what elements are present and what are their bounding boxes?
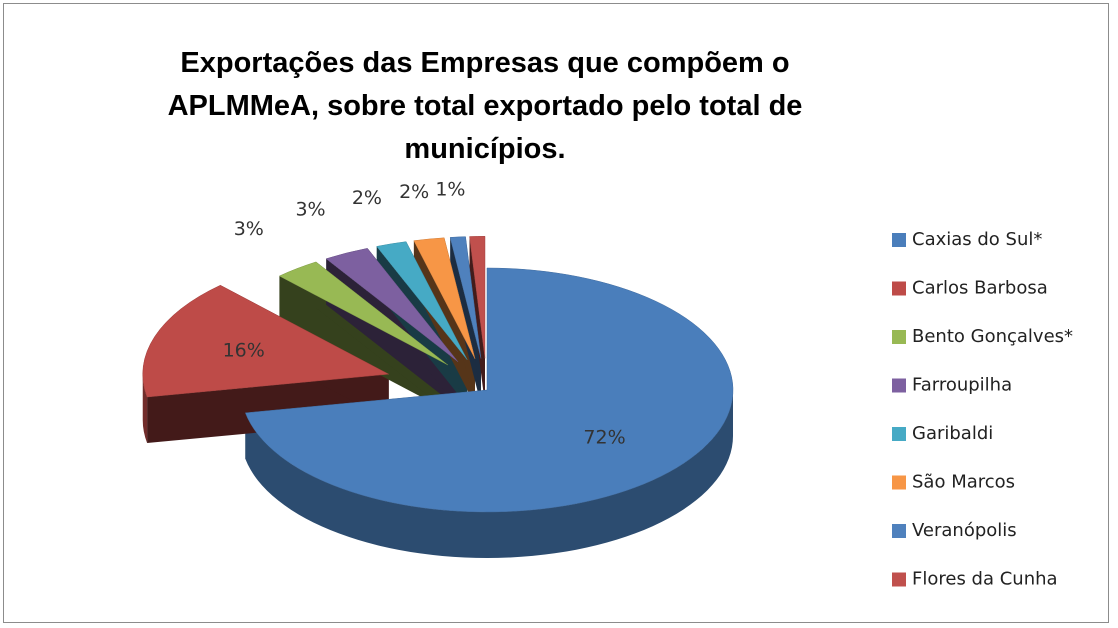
- legend-label: Garibaldi: [912, 423, 993, 444]
- slice: [376, 241, 468, 360]
- legend-label: Farroupilha: [912, 375, 1012, 396]
- slice: [142, 284, 390, 398]
- legend-swatch: [892, 427, 906, 441]
- slice-side: [469, 236, 485, 405]
- slice: [325, 248, 459, 362]
- slice: [278, 261, 448, 366]
- legend-label: São Marcos: [912, 472, 1015, 493]
- data-label: 3%: [234, 218, 264, 240]
- data-label: 2%: [352, 187, 382, 209]
- legend-swatch: [892, 330, 906, 344]
- legend-swatch: [892, 281, 906, 296]
- legend-swatch: [892, 233, 906, 247]
- data-label: 72%: [583, 427, 625, 449]
- data-label: 2%: [399, 181, 429, 203]
- legend-swatch: [892, 378, 906, 393]
- slice-wall: [142, 374, 148, 444]
- legend-label: Veranópolis: [912, 520, 1017, 541]
- legend-swatch: [892, 572, 906, 587]
- pie-tops: [142, 236, 734, 513]
- slice: [449, 236, 482, 359]
- legend: Caxias do Sul* Carlos Barbosa Bento Gonçal…: [892, 229, 1073, 590]
- slice: [245, 267, 734, 513]
- chart-title: Exportações das Empresas que compõem o A…: [167, 47, 803, 165]
- legend-label: Bento Gonçalves*: [912, 326, 1073, 347]
- slice-wall: [245, 390, 733, 558]
- slice: [413, 237, 476, 359]
- legend-label: Flores da Cunha: [912, 569, 1058, 590]
- legend-label: Carlos Barbosa: [912, 278, 1048, 299]
- data-label: 1%: [435, 179, 465, 201]
- legend-swatch: [892, 475, 906, 490]
- chart-frame: [3, 3, 1109, 623]
- legend-swatch: [892, 524, 906, 538]
- data-label: 16%: [223, 339, 265, 361]
- legend-label: Caxias do Sul*: [912, 229, 1042, 250]
- slice: [469, 236, 486, 359]
- data-label: 3%: [295, 199, 325, 221]
